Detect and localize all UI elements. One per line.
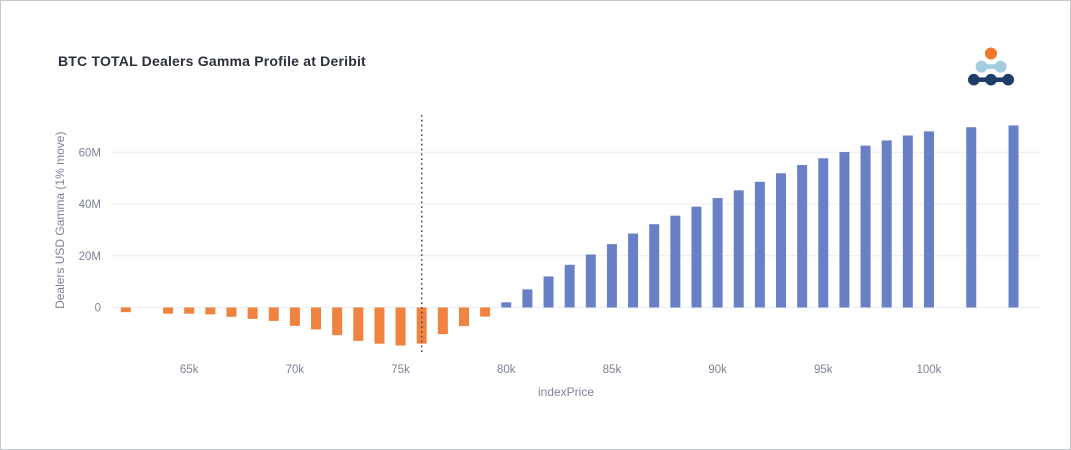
x-tick-label-85k: 85k: [603, 364, 622, 376]
bar-72k[interactable]: [332, 307, 343, 336]
bar-79k[interactable]: [480, 307, 491, 317]
bar-100k[interactable]: [923, 131, 934, 308]
logo-dot-middle-right: [994, 60, 1007, 73]
bar-69k[interactable]: [268, 307, 279, 321]
y-axis-title: Dealers USD Gamma (1% move): [53, 132, 67, 309]
bar-80k[interactable]: [501, 302, 512, 308]
bar-96k[interactable]: [839, 152, 850, 308]
bar-75k[interactable]: [395, 307, 406, 346]
x-tick-label-70k: 70k: [286, 364, 305, 376]
y-tick-label-20M: 20M: [79, 251, 101, 263]
x-tick-label-80k: 80k: [497, 364, 516, 376]
bar-73k[interactable]: [353, 307, 364, 341]
bar-71k[interactable]: [311, 307, 322, 330]
bar-66k[interactable]: [205, 307, 216, 315]
bar-82k[interactable]: [543, 276, 554, 308]
logo-dot-bottom-left: [968, 73, 980, 86]
bar-78k[interactable]: [458, 307, 469, 327]
bar-91k[interactable]: [733, 190, 744, 308]
bar-99k[interactable]: [902, 135, 913, 308]
bar-70k[interactable]: [289, 307, 300, 326]
bar-89k[interactable]: [691, 206, 702, 308]
bar-95k[interactable]: [818, 158, 829, 308]
x-tick-label-95k: 95k: [814, 364, 833, 376]
bar-77k[interactable]: [437, 307, 448, 335]
y-tick-label-60M: 60M: [79, 147, 101, 159]
bar-67k[interactable]: [226, 307, 237, 317]
bar-62k[interactable]: [120, 307, 131, 313]
logo-bridge-middle: [981, 64, 1001, 69]
y-tick-label-40M: 40M: [79, 199, 101, 211]
logo-dot-bottom-right: [1002, 73, 1014, 86]
bar-65k[interactable]: [184, 307, 195, 314]
bar-92k[interactable]: [754, 181, 765, 308]
bar-64k[interactable]: [163, 307, 174, 314]
bar-86k[interactable]: [628, 233, 639, 308]
y-tick-label-0: 0: [95, 302, 101, 314]
bar-88k[interactable]: [670, 215, 681, 308]
bar-97k[interactable]: [860, 145, 871, 308]
x-axis-title: indexPrice: [538, 385, 594, 399]
bar-85k[interactable]: [606, 244, 617, 308]
bar-68k[interactable]: [247, 307, 258, 319]
logo-dot-middle-left: [975, 60, 988, 73]
bar-84k[interactable]: [585, 254, 596, 308]
bar-81k[interactable]: [522, 289, 533, 308]
bar-93k[interactable]: [776, 173, 787, 308]
bar-102k[interactable]: [966, 127, 977, 308]
bar-76k[interactable]: [416, 307, 427, 344]
bar-83k[interactable]: [564, 264, 575, 308]
bar-90k[interactable]: [712, 198, 723, 308]
x-tick-label-100k: 100k: [917, 364, 942, 376]
x-tick-label-75k: 75k: [391, 364, 410, 376]
logo-dot-bottom-center: [985, 73, 997, 86]
amberdata-logo-icon: [968, 45, 1014, 91]
bar-98k[interactable]: [881, 140, 892, 308]
bar-104k[interactable]: [1008, 125, 1019, 308]
x-tick-label-65k: 65k: [180, 364, 199, 376]
bar-87k[interactable]: [649, 224, 660, 308]
logo-dot-top: [985, 47, 997, 60]
bar-74k[interactable]: [374, 307, 385, 344]
bar-94k[interactable]: [797, 164, 808, 308]
x-tick-label-90k: 90k: [708, 364, 727, 376]
chart-title: BTC TOTAL Dealers Gamma Profile at Derib…: [58, 53, 366, 69]
